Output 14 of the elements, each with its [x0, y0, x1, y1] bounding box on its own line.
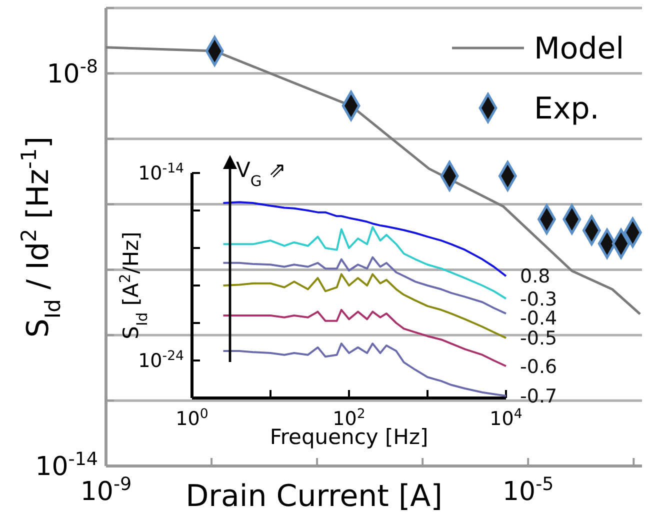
x-tick-label: 10$^{4}$	[490, 406, 522, 430]
series-label: -0.6	[520, 356, 558, 378]
y-tick-label: 10$^{-14}$	[138, 161, 184, 185]
legend-label: Model	[534, 32, 624, 66]
x-tick-label: 10$^{-5}$	[502, 474, 554, 507]
series-label: -0.7	[520, 386, 558, 408]
x-tick-label: 10$^{0}$	[176, 406, 208, 430]
y-tick-label: 10$^{-24}$	[138, 348, 184, 372]
series-label: 0.8	[520, 266, 550, 288]
legend-label: Exp.	[534, 92, 600, 126]
x-axis-title: Drain Current [A]	[186, 479, 442, 514]
series-label: -0.5	[520, 328, 558, 350]
y-tick-label: 10$^{-8}$	[46, 56, 98, 90]
annotation: V$_{G}$ ⇗	[236, 158, 286, 190]
